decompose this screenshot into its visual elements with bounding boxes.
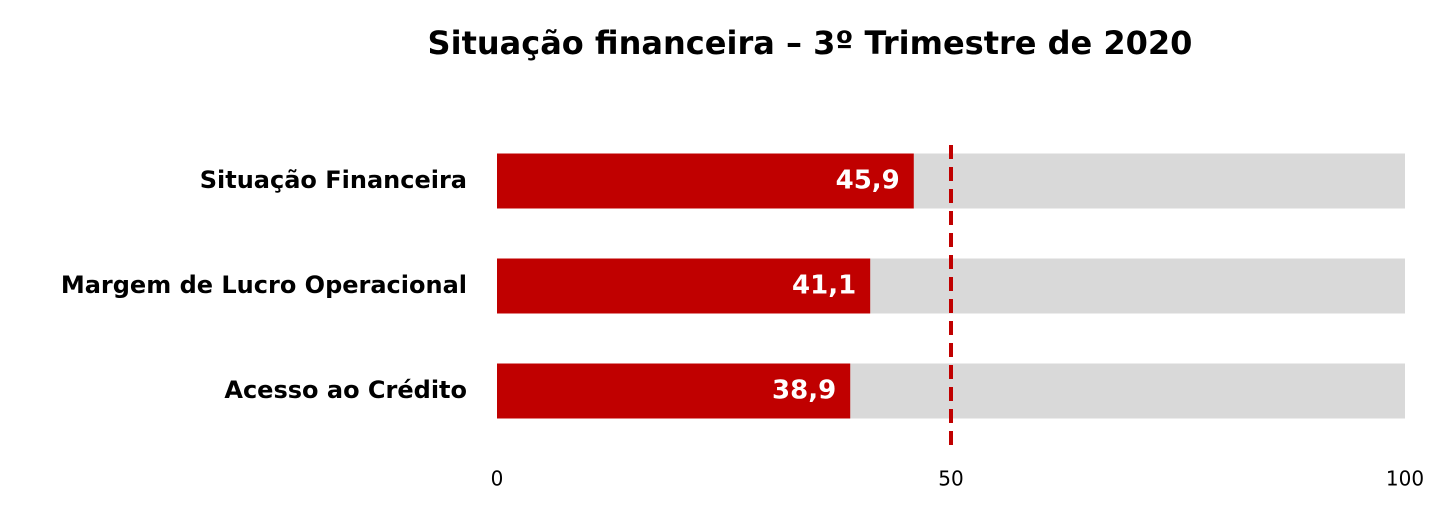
x-tick-label: 50 xyxy=(938,467,963,491)
value-label: 38,9 xyxy=(772,376,836,406)
value-label: 45,9 xyxy=(836,166,900,196)
y-tick-label: Margem de Lucro Operacional xyxy=(61,271,467,299)
y-tick-label: Situação Financeira xyxy=(200,166,467,194)
bar xyxy=(497,363,851,419)
x-tick-label: 0 xyxy=(491,467,504,491)
bar xyxy=(497,153,914,209)
value-label: 41,1 xyxy=(792,271,856,301)
bar xyxy=(497,258,871,314)
x-tick-label: 100 xyxy=(1386,467,1424,491)
chart-title: Situação financeira – 3º Trimestre de 20… xyxy=(428,24,1193,62)
y-tick-label: Acesso ao Crédito xyxy=(224,376,467,404)
